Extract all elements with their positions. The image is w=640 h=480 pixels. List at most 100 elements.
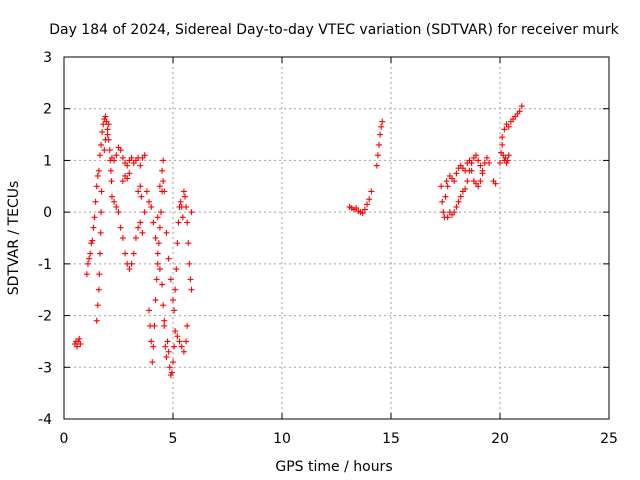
data-point bbox=[149, 359, 156, 366]
data-point bbox=[188, 209, 195, 216]
data-point bbox=[113, 152, 120, 159]
data-point bbox=[141, 209, 148, 216]
data-point bbox=[119, 154, 126, 161]
data-point bbox=[101, 147, 108, 154]
data-point bbox=[183, 338, 190, 345]
data-point bbox=[159, 167, 166, 174]
data-point bbox=[473, 152, 480, 159]
data-point bbox=[451, 178, 458, 185]
x-tick-label: 15 bbox=[382, 431, 400, 447]
data-point bbox=[475, 157, 482, 164]
data-point bbox=[154, 214, 161, 221]
data-point bbox=[176, 338, 183, 345]
data-point bbox=[96, 271, 103, 278]
data-point bbox=[74, 343, 81, 350]
data-point bbox=[108, 178, 115, 185]
data-point bbox=[87, 250, 94, 257]
data-point bbox=[143, 188, 150, 195]
data-point bbox=[174, 333, 181, 340]
data-point bbox=[124, 162, 131, 169]
data-point bbox=[499, 141, 506, 148]
data-point bbox=[90, 224, 97, 231]
data-point bbox=[105, 121, 112, 128]
y-tick-label: -3 bbox=[38, 360, 52, 376]
data-point bbox=[92, 198, 99, 205]
data-point bbox=[159, 281, 166, 288]
data-point bbox=[483, 154, 490, 161]
data-point bbox=[150, 219, 157, 226]
data-point bbox=[77, 341, 84, 348]
data-point bbox=[171, 343, 178, 350]
data-point bbox=[172, 286, 179, 293]
data-point bbox=[148, 338, 155, 345]
data-point bbox=[477, 162, 484, 169]
y-tick-label: -1 bbox=[38, 257, 52, 273]
y-tick-label: 1 bbox=[43, 153, 52, 169]
data-point bbox=[161, 322, 168, 329]
data-point bbox=[98, 188, 105, 195]
data-point bbox=[99, 128, 106, 135]
data-point bbox=[106, 147, 113, 154]
data-point bbox=[376, 141, 383, 148]
data-point bbox=[130, 250, 137, 257]
data-point bbox=[453, 203, 460, 210]
y-tick-label: -2 bbox=[38, 309, 52, 325]
data-point bbox=[132, 235, 139, 241]
data-point bbox=[115, 209, 122, 216]
data-point bbox=[128, 260, 135, 267]
data-point bbox=[438, 183, 445, 190]
data-point bbox=[497, 160, 503, 167]
data-point bbox=[137, 219, 144, 226]
data-point bbox=[492, 180, 499, 187]
data-point bbox=[156, 224, 163, 231]
data-point bbox=[188, 286, 195, 293]
data-point bbox=[137, 183, 144, 190]
data-point bbox=[158, 209, 165, 216]
data-point bbox=[359, 210, 366, 217]
data-point bbox=[160, 157, 167, 164]
data-point bbox=[457, 193, 464, 200]
data-point bbox=[353, 205, 360, 212]
data-point bbox=[451, 209, 458, 216]
data-point bbox=[499, 134, 506, 141]
data-point bbox=[181, 193, 188, 200]
data-point bbox=[152, 297, 159, 304]
data-point bbox=[95, 167, 102, 174]
data-point bbox=[102, 136, 109, 143]
data-point bbox=[93, 317, 100, 324]
x-tick-label: 10 bbox=[273, 431, 291, 447]
data-point bbox=[117, 147, 124, 154]
data-point bbox=[504, 157, 511, 164]
data-point bbox=[444, 214, 451, 221]
data-point bbox=[180, 348, 187, 355]
data-point bbox=[164, 338, 171, 345]
data-point bbox=[154, 250, 161, 257]
data-point bbox=[173, 266, 180, 273]
data-point bbox=[466, 157, 473, 164]
data-point bbox=[100, 121, 107, 128]
data-point bbox=[468, 167, 475, 174]
data-point bbox=[108, 193, 115, 200]
data-point bbox=[503, 160, 510, 167]
data-point bbox=[501, 126, 508, 133]
data-point bbox=[439, 198, 446, 205]
data-point bbox=[156, 266, 163, 273]
data-points bbox=[71, 103, 525, 379]
data-point bbox=[185, 240, 192, 247]
x-tick-label: 25 bbox=[600, 431, 618, 447]
data-point bbox=[104, 126, 111, 133]
data-point bbox=[150, 343, 157, 350]
data-point bbox=[374, 152, 381, 159]
data-point bbox=[364, 201, 371, 208]
y-tick-label: -4 bbox=[38, 412, 52, 428]
data-point bbox=[475, 183, 482, 190]
data-point bbox=[444, 183, 451, 190]
data-point bbox=[161, 317, 168, 324]
data-point bbox=[122, 250, 129, 257]
data-point bbox=[174, 240, 181, 247]
data-point bbox=[180, 188, 187, 195]
data-point bbox=[516, 108, 523, 115]
data-point bbox=[126, 266, 133, 273]
data-point bbox=[477, 178, 484, 185]
data-point bbox=[172, 328, 179, 335]
